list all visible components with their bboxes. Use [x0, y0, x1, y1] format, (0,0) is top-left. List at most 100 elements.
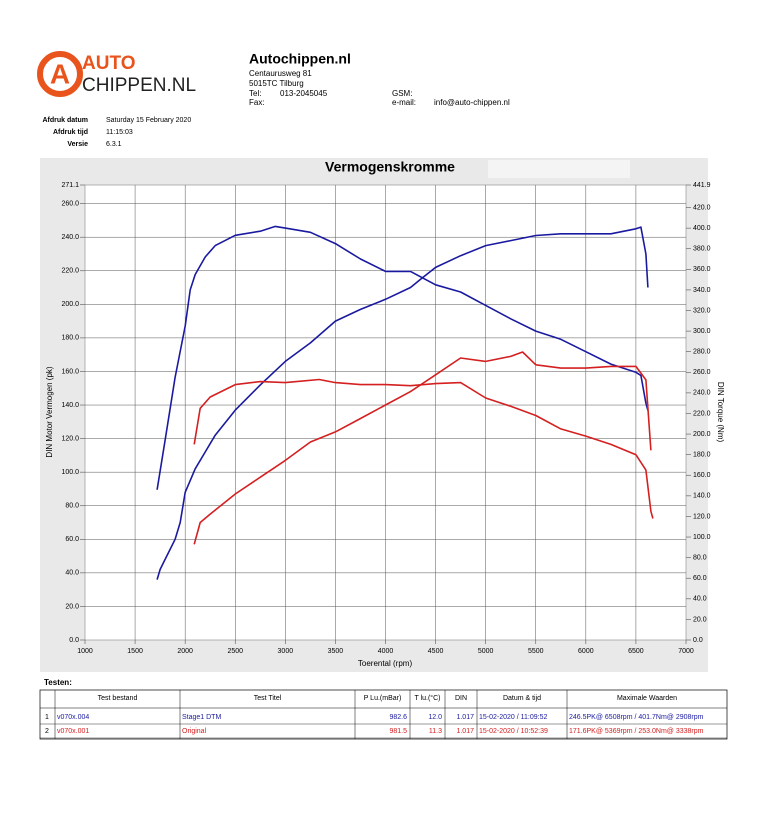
tel-label: Tel: [249, 89, 261, 98]
y-axis-label: DIN Motor Vermogen (pk) [45, 366, 54, 457]
meta-label: Versie [67, 141, 88, 148]
y2-tick-label: 220.0 [693, 410, 711, 417]
title-box [488, 160, 630, 178]
logo-top: AUTO [82, 53, 135, 74]
y2-tick-label: 40.0 [693, 596, 707, 603]
y-tick-label: 60.0 [65, 536, 79, 543]
table-cell: v070x.001 [57, 728, 89, 735]
x-tick-label: 1500 [127, 648, 143, 655]
curve [156, 226, 649, 580]
column-header: T lu.(°C) [414, 694, 440, 702]
company: Autochippen.nl [249, 51, 351, 67]
meta-label: Afdruk datum [43, 117, 89, 124]
y2-tick-label: 360.0 [693, 266, 711, 273]
x-tick-label: 4000 [378, 648, 394, 655]
table-cell: 1 [45, 714, 49, 721]
table-cell: v070x.004 [57, 714, 89, 721]
y2-tick-label: 80.0 [693, 554, 707, 561]
table-cell: 15-02-2020 / 11:09:52 [479, 714, 547, 721]
table-cell: 171.6PK@ 5369rpm / 253.0Nm@ 3338rpm [569, 728, 704, 735]
meta-value: Saturday 15 February 2020 [106, 117, 191, 124]
street: Centaurusweg 81 [249, 69, 312, 78]
table-cell: 1.017 [456, 714, 474, 721]
x-tick-label: 4500 [428, 648, 444, 655]
curve [156, 225, 649, 490]
x-tick-label: 5500 [528, 648, 544, 655]
y2-tick-label: 20.0 [693, 616, 707, 623]
column-header: P Lu.(mBar) [364, 695, 402, 702]
y2-tick-label: 100.0 [693, 534, 711, 541]
chart-title: Vermogenskromme [325, 159, 455, 175]
meta-value: 6.3.1 [106, 141, 122, 148]
y2-tick-label: 180.0 [693, 452, 711, 459]
y2-tick-label: 200.0 [693, 431, 711, 438]
table-cell: 981.5 [389, 728, 407, 735]
y2-tick-label: 240.0 [693, 390, 711, 397]
table-cell: Original [182, 728, 207, 735]
table-cell: 11.3 [429, 728, 442, 735]
y-tick-label: 220.0 [61, 268, 79, 275]
gsm-label: GSM: [392, 89, 412, 98]
y2-tick-label: 140.0 [693, 493, 711, 500]
y-tick-label: 40.0 [65, 570, 79, 577]
y2-tick-label: 340.0 [693, 287, 711, 294]
table-cell: 982.6 [389, 714, 407, 721]
x-tick-label: 3500 [328, 648, 344, 655]
table-cell: 15-02-2020 / 10:52:39 [479, 728, 548, 735]
email-label: e-mail: [392, 98, 416, 107]
y-tick-label: 271.1 [61, 182, 79, 189]
table-cell: Stage1 DTM [182, 714, 221, 721]
logo-bottom: CHIPPEN.NL [82, 75, 196, 96]
meta-value: 11:15:03 [106, 129, 133, 136]
y2-tick-label: 260.0 [693, 369, 711, 376]
city: 5015TC Tilburg [249, 79, 304, 88]
y2-tick-label: 120.0 [693, 513, 711, 520]
y2-axis-label: DIN Torque (Nm) [716, 382, 725, 443]
x-tick-label: 7000 [678, 648, 694, 655]
table-cell: 1.017 [456, 728, 474, 735]
y-tick-label: 200.0 [61, 301, 79, 308]
y-tick-label: 240.0 [61, 234, 79, 241]
y-tick-label: 120.0 [61, 435, 79, 442]
x-tick-label: 2000 [177, 648, 193, 655]
email: info@auto-chippen.nl [434, 98, 510, 107]
x-tick-label: 3000 [278, 648, 294, 655]
y2-tick-label: 420.0 [693, 204, 711, 211]
x-tick-label: 5000 [478, 648, 494, 655]
curve [193, 378, 654, 519]
logo-ring [37, 51, 83, 97]
y-tick-label: 140.0 [61, 402, 79, 409]
fax-label: Fax: [249, 98, 265, 107]
y-tick-label: 260.0 [61, 200, 79, 207]
y2-tick-label: 0.0 [693, 637, 703, 644]
logo-letter: A [50, 58, 70, 89]
y2-tick-label: 300.0 [693, 328, 711, 335]
table-cell: 246.5PK@ 6508rpm / 401.7Nm@ 2908rpm [569, 714, 704, 721]
column-header: DIN [455, 695, 467, 702]
y2-tick-label: 280.0 [693, 349, 711, 356]
table-cell: 12.0 [428, 714, 442, 721]
y2-tick-label: 441.9 [693, 182, 711, 189]
y2-tick-label: 160.0 [693, 472, 711, 479]
curve [193, 351, 652, 545]
x-tick-label: 6500 [628, 648, 644, 655]
y-tick-label: 100.0 [61, 469, 79, 476]
y2-tick-label: 320.0 [693, 307, 711, 314]
y-tick-label: 160.0 [61, 368, 79, 375]
y-tick-label: 80.0 [65, 503, 79, 510]
column-header: Datum & tijd [503, 695, 541, 702]
x-tick-label: 6000 [578, 648, 594, 655]
table-border [39, 689, 728, 740]
y-tick-label: 20.0 [65, 603, 79, 610]
column-header: Test bestand [98, 695, 138, 702]
column-header: Maximale Waarden [617, 695, 677, 702]
meta-label: Afdruk tijd [53, 129, 88, 136]
y2-tick-label: 60.0 [693, 575, 707, 582]
y-tick-label: 0.0 [69, 637, 79, 644]
tel: 013-2045045 [280, 89, 328, 98]
x-tick-label: 2500 [227, 648, 243, 655]
table-cell: 2 [45, 728, 49, 735]
x-axis-label: Toerental (rpm) [358, 659, 413, 668]
column-header: Test Titel [254, 695, 282, 702]
